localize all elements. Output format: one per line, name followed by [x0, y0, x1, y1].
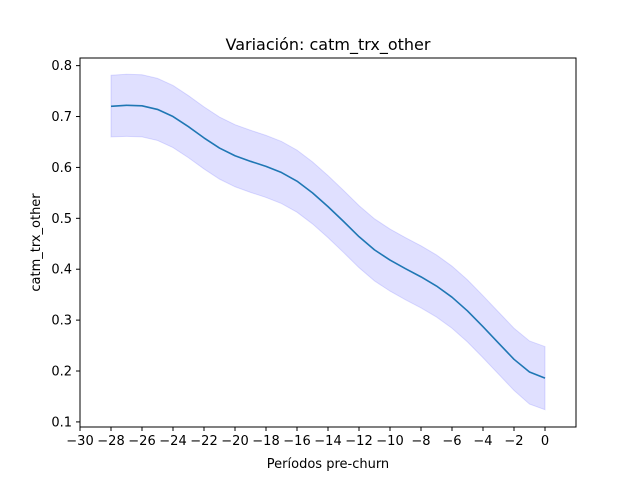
y-tick-label: 0.8: [51, 59, 72, 74]
x-tick-label: −14: [314, 434, 341, 449]
x-tick-label: −20: [221, 434, 248, 449]
y-tick-label: 0.2: [51, 365, 72, 380]
x-tick-label: −12: [345, 434, 372, 449]
x-tick-label: −8: [411, 434, 430, 449]
y-tick-label: 0.1: [51, 415, 72, 430]
x-tick-label: −24: [159, 434, 186, 449]
y-tick-label: 0.7: [51, 110, 72, 125]
x-axis: −30 −28 −26 −24 −22 −20 −18 −16 −14 −12 −10 −8 −6 −4−…: [66, 427, 549, 449]
series-line-0: [110, 104, 546, 379]
x-tick-label: −28: [97, 434, 124, 449]
x-tick-label: −22: [190, 434, 217, 449]
x-axis-title: Períodos pre-churn: [267, 457, 389, 472]
x-tick-label: −18: [252, 434, 279, 449]
x-tick-label: −16: [283, 434, 310, 449]
x-tick-label: −2: [504, 434, 523, 449]
x-tick-label: −4: [473, 434, 492, 449]
y-tick-label: 0.5: [51, 212, 72, 227]
x-tick-label: 0: [541, 434, 549, 449]
y-tick-label: 0.4: [51, 263, 72, 278]
y-tick-label: 0.6: [51, 161, 72, 176]
x-tick-label: −26: [128, 434, 155, 449]
chart-title: Variación: catm_trx_other: [226, 35, 431, 55]
y-tick-label: 0.3: [51, 314, 72, 329]
y-axis: 0.1 0.2 0.3 0.4 0.5 0.6 0.7 0.8: [51, 59, 80, 430]
x-tick-label: −30: [66, 434, 93, 449]
y-axis-title: catm_trx_other: [29, 193, 44, 292]
x-tick-label: −6: [442, 434, 461, 449]
plot-area: [110, 73, 546, 411]
x-tick-label: −10: [376, 434, 403, 449]
confidence-band-0: [110, 73, 546, 411]
